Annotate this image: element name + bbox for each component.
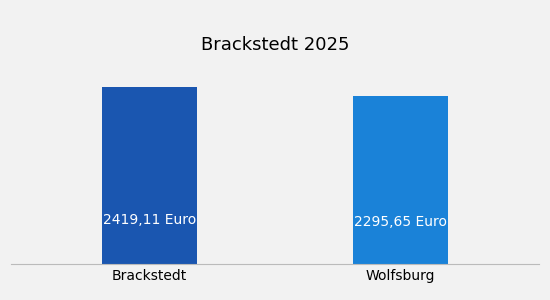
Bar — [102, 87, 197, 264]
Text: 2295,65 Euro: 2295,65 Euro — [354, 215, 447, 229]
Text: Brackstedt 2025: Brackstedt 2025 — [201, 36, 349, 54]
Text: 2419,11 Euro: 2419,11 Euro — [103, 213, 196, 226]
Bar — [353, 96, 448, 264]
